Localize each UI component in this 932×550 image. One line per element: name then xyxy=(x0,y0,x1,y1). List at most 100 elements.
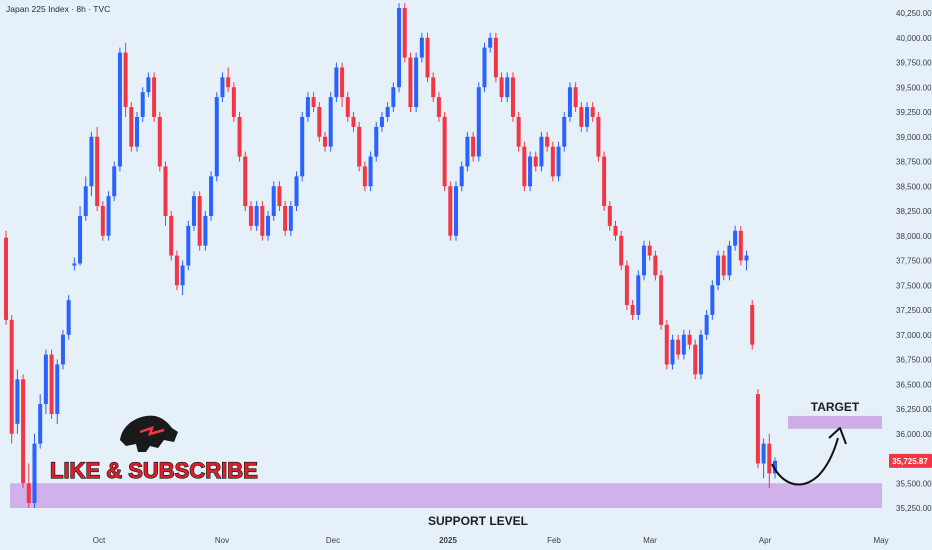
candle xyxy=(55,359,60,424)
candle-body xyxy=(49,354,54,414)
candle xyxy=(351,112,356,132)
candle-body xyxy=(687,334,692,345)
y-tick-label: 38,500.00 xyxy=(896,182,932,191)
candle xyxy=(277,181,282,211)
candle xyxy=(414,52,419,112)
candle xyxy=(117,47,122,172)
candle-body xyxy=(83,186,88,216)
candle xyxy=(465,131,470,172)
candle-body xyxy=(169,215,174,256)
candle xyxy=(579,102,584,132)
candle xyxy=(243,151,248,211)
candle-body xyxy=(351,116,356,127)
candle xyxy=(442,112,447,192)
candle-body xyxy=(567,87,572,117)
candle-body xyxy=(186,225,191,266)
candle-body xyxy=(4,237,8,320)
candle xyxy=(767,433,772,489)
y-tick-label: 40,000.00 xyxy=(896,34,932,43)
candle xyxy=(334,62,339,103)
candle xyxy=(83,176,88,221)
candle xyxy=(476,82,481,162)
support-zone xyxy=(10,483,882,508)
candle xyxy=(459,161,464,192)
candle-body xyxy=(573,87,578,108)
candle-body xyxy=(493,37,498,78)
y-tick-label: 35,500.00 xyxy=(896,479,932,488)
candle-body xyxy=(191,196,196,226)
candle-body xyxy=(733,230,738,246)
candle-body xyxy=(482,47,487,88)
candle xyxy=(704,310,709,340)
candle xyxy=(448,181,453,241)
candle xyxy=(613,220,618,241)
candle-body xyxy=(613,225,618,236)
support-level-label: SUPPORT LEVEL xyxy=(428,514,528,528)
candle-body xyxy=(72,263,77,266)
candle xyxy=(391,82,396,112)
candle-body xyxy=(419,37,424,58)
candle xyxy=(357,121,362,172)
candle xyxy=(209,171,214,221)
price-tag-label: 35,725.87 xyxy=(892,457,928,466)
candle-body xyxy=(283,206,288,231)
candle-body xyxy=(345,97,350,117)
candle xyxy=(157,112,162,172)
candle xyxy=(186,220,191,271)
candle-body xyxy=(305,97,310,117)
candle-body xyxy=(721,255,726,276)
candle-body xyxy=(676,339,681,355)
candle xyxy=(191,191,196,231)
candle-body xyxy=(100,206,105,236)
candle xyxy=(556,141,561,182)
candle xyxy=(499,72,504,103)
candle xyxy=(26,463,31,508)
candle xyxy=(106,191,111,241)
candle-body xyxy=(425,37,430,78)
candle-body xyxy=(260,206,265,236)
y-tick-label: 36,250.00 xyxy=(896,405,932,414)
candle-body xyxy=(681,334,686,355)
candle-body xyxy=(704,314,709,335)
candle-body xyxy=(664,324,669,365)
candle-body xyxy=(157,116,162,167)
candle-body xyxy=(203,215,208,246)
y-tick-label: 38,000.00 xyxy=(896,232,932,241)
candle-body xyxy=(15,379,20,424)
candle xyxy=(203,211,208,251)
candle-body xyxy=(294,176,299,207)
candle-body xyxy=(505,77,510,98)
candle xyxy=(607,201,612,231)
candle xyxy=(733,225,738,251)
candle-body xyxy=(636,275,641,315)
x-tick-label: May xyxy=(873,536,888,545)
candle xyxy=(590,102,595,122)
candle-body xyxy=(117,52,122,167)
candle-body xyxy=(9,319,14,434)
candle xyxy=(755,389,760,469)
candle xyxy=(43,349,48,414)
candle-body xyxy=(322,136,327,147)
candle xyxy=(676,334,681,360)
candle-body xyxy=(135,116,140,147)
candle-body xyxy=(277,186,282,207)
candle xyxy=(379,112,384,132)
candle xyxy=(641,240,646,281)
candle xyxy=(340,62,345,108)
candle-body xyxy=(630,305,635,315)
candle xyxy=(180,260,185,296)
candle-body xyxy=(579,107,584,127)
candle xyxy=(322,131,327,152)
y-tick-label: 39,500.00 xyxy=(896,83,932,92)
candle xyxy=(100,201,105,241)
candle xyxy=(431,72,436,103)
candle xyxy=(539,131,544,172)
candle xyxy=(659,270,664,330)
candle xyxy=(305,92,310,122)
candle xyxy=(687,329,692,350)
candle xyxy=(21,374,26,489)
candle-body xyxy=(471,136,476,157)
candle xyxy=(408,52,413,112)
candle xyxy=(698,329,703,380)
